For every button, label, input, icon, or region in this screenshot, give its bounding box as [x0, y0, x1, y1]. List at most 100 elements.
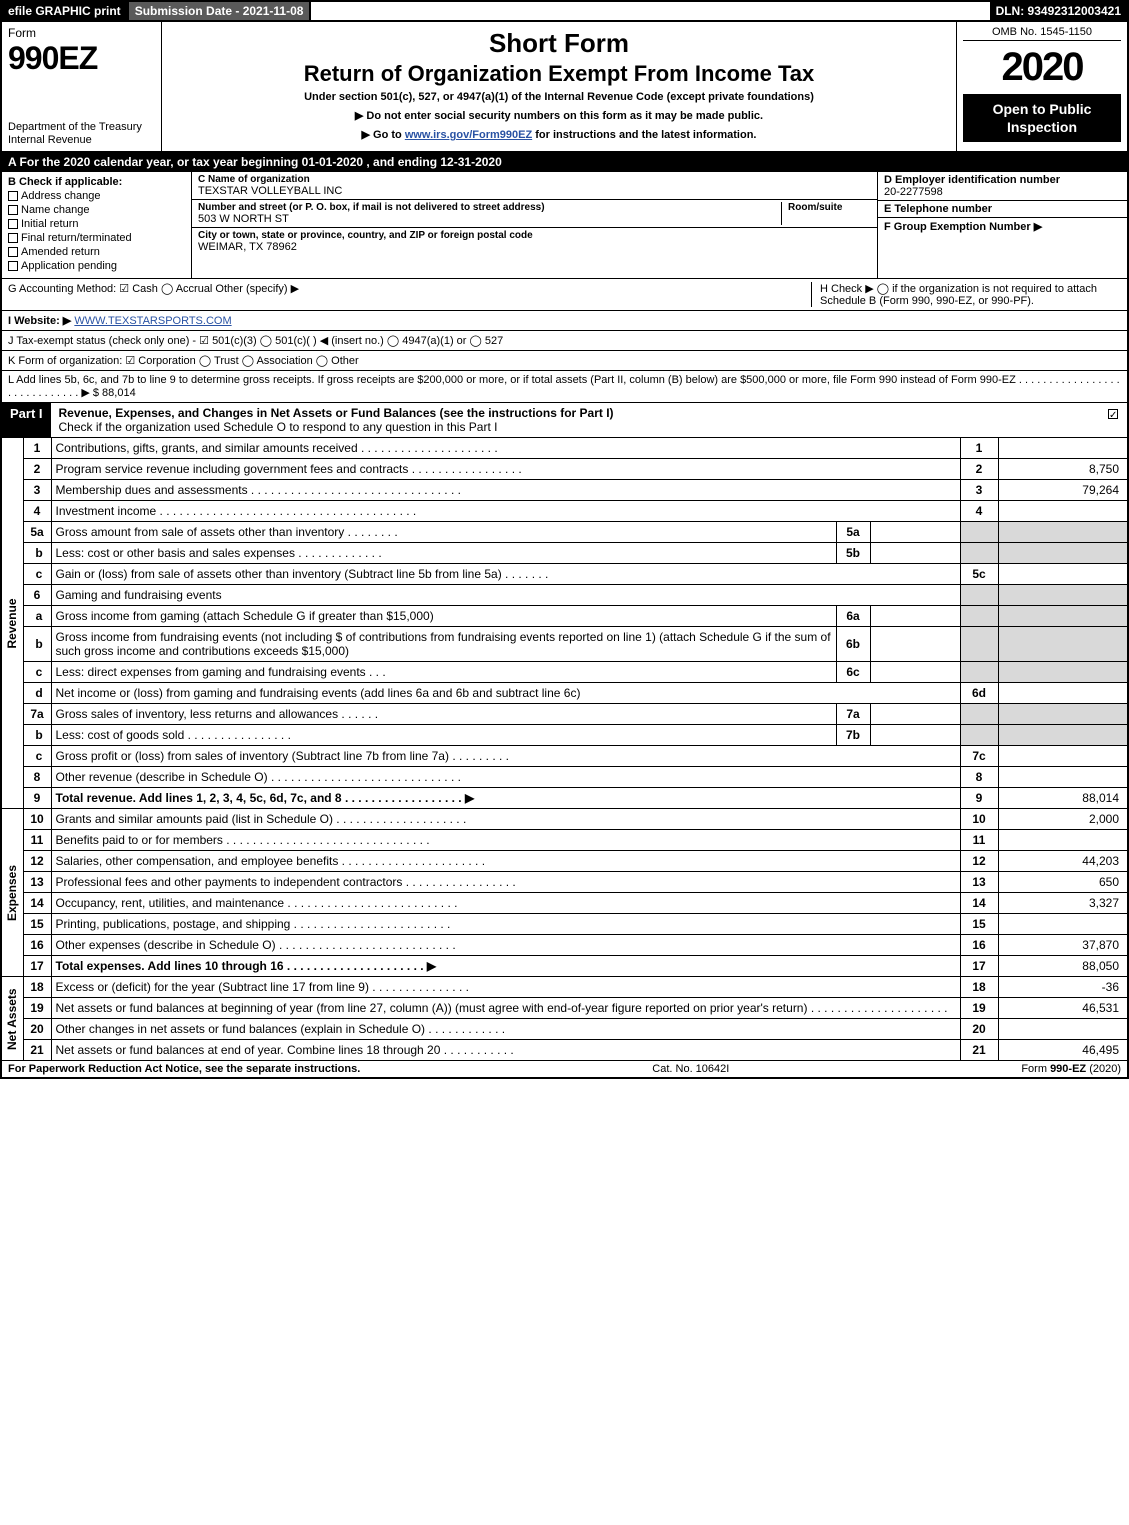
line-2-amt: 8,750 — [998, 459, 1128, 480]
line-5a: 5a Gross amount from sale of assets othe… — [1, 522, 1128, 543]
section-c: C Name of organization TEXSTAR VOLLEYBAL… — [192, 172, 877, 278]
line-11-amt — [998, 830, 1128, 851]
line-6c-desc: Less: direct expenses from gaming and fu… — [56, 665, 366, 679]
line-7a: 7a Gross sales of inventory, less return… — [1, 704, 1128, 725]
line-17-ref: 17 — [960, 956, 998, 977]
line-10-desc: Grants and similar amounts paid (list in… — [56, 812, 333, 826]
chk-initial-return-label: Initial return — [21, 218, 78, 230]
chk-final-return[interactable]: Final return/terminated — [8, 232, 185, 244]
chk-name-change[interactable]: Name change — [8, 204, 185, 216]
line-8-ref: 8 — [960, 767, 998, 788]
line-7c-ref: 7c — [960, 746, 998, 767]
line-16-desc: Other expenses (describe in Schedule O) — [56, 938, 276, 952]
line-6c-mini: 6c — [836, 662, 870, 683]
line-21-amt: 46,495 — [998, 1040, 1128, 1061]
chk-initial-return[interactable]: Initial return — [8, 218, 185, 230]
chk-address-change[interactable]: Address change — [8, 190, 185, 202]
chk-name-change-label: Name change — [21, 204, 90, 216]
line-6c: c Less: direct expenses from gaming and … — [1, 662, 1128, 683]
header-notice-ssn: ▶ Do not enter social security numbers o… — [168, 109, 950, 122]
form-header: Form 990EZ Department of the Treasury In… — [0, 22, 1129, 153]
line-1-amt — [998, 438, 1128, 459]
irs-link[interactable]: www.irs.gov/Form990EZ — [405, 129, 532, 141]
revenue-vertical-label: Revenue — [1, 438, 23, 809]
org-name-label: C Name of organization — [198, 174, 871, 185]
section-b: B Check if applicable: Address change Na… — [2, 172, 192, 278]
line-12: 12 Salaries, other compensation, and emp… — [1, 851, 1128, 872]
line-7a-mini: 7a — [836, 704, 870, 725]
line-5b-desc: Less: cost or other basis and sales expe… — [56, 546, 295, 560]
line-7c-desc: Gross profit or (loss) from sales of inv… — [56, 749, 449, 763]
line-20-desc: Other changes in net assets or fund bala… — [56, 1022, 426, 1036]
part1-lines-table: Revenue 1 Contributions, gifts, grants, … — [0, 438, 1129, 1061]
chk-application-pending[interactable]: Application pending — [8, 260, 185, 272]
line-3-ref: 3 — [960, 480, 998, 501]
line-7c-amt — [998, 746, 1128, 767]
line-11-ref: 11 — [960, 830, 998, 851]
chk-amended-return[interactable]: Amended return — [8, 246, 185, 258]
line-2: 2 Program service revenue including gove… — [1, 459, 1128, 480]
line-2-desc: Program service revenue including govern… — [56, 462, 409, 476]
short-form-title: Short Form — [168, 28, 950, 59]
line-14-desc: Occupancy, rent, utilities, and maintena… — [56, 896, 285, 910]
line-8-amt — [998, 767, 1128, 788]
line-1-desc: Contributions, gifts, grants, and simila… — [56, 441, 358, 455]
return-title: Return of Organization Exempt From Incom… — [168, 61, 950, 87]
line-2-ref: 2 — [960, 459, 998, 480]
footer-cat-no: Cat. No. 10642I — [652, 1063, 729, 1075]
line-7c: c Gross profit or (loss) from sales of i… — [1, 746, 1128, 767]
part1-header-row: Part I Revenue, Expenses, and Changes in… — [0, 403, 1129, 438]
line-3: 3 Membership dues and assessments . . . … — [1, 480, 1128, 501]
row-j-tax-exempt: J Tax-exempt status (check only one) - ☑… — [2, 331, 1127, 351]
header-right: OMB No. 1545-1150 2020 Open to Public In… — [957, 22, 1127, 151]
line-6a-mini: 6a — [836, 606, 870, 627]
line-6b-desc: Gross income from fundraising events (no… — [51, 627, 836, 662]
website-link[interactable]: WWW.TEXSTARSPORTS.COM — [74, 315, 231, 327]
row-l-gross-receipts: L Add lines 5b, 6c, and 7b to line 9 to … — [2, 371, 1127, 403]
line-11-desc: Benefits paid to or for members — [56, 833, 223, 847]
ein-label: D Employer identification number — [884, 174, 1121, 186]
omb-number: OMB No. 1545-1150 — [963, 26, 1121, 41]
footer-paperwork-notice: For Paperwork Reduction Act Notice, see … — [8, 1063, 360, 1075]
part1-schedule-o-check[interactable] — [1102, 403, 1127, 437]
line-9: 9 Total revenue. Add lines 1, 2, 3, 4, 5… — [1, 788, 1128, 809]
ein-value: 20-2277598 — [884, 186, 1121, 198]
line-7b: b Less: cost of goods sold . . . . . . .… — [1, 725, 1128, 746]
telephone-label: E Telephone number — [884, 203, 1121, 215]
section-def: D Employer identification number 20-2277… — [877, 172, 1127, 278]
group-exemption-label: F Group Exemption Number ▶ — [884, 220, 1121, 233]
open-to-public-inspection: Open to Public Inspection — [963, 94, 1121, 142]
line-15: 15 Printing, publications, postage, and … — [1, 914, 1128, 935]
line-3-desc: Membership dues and assessments — [56, 483, 248, 497]
line-1: Revenue 1 Contributions, gifts, grants, … — [1, 438, 1128, 459]
form-label: Form — [8, 26, 155, 40]
row-h-schedule-b: H Check ▶ ◯ if the organization is not r… — [811, 282, 1121, 307]
expenses-vertical-label: Expenses — [1, 809, 23, 977]
section-bcdef: B Check if applicable: Address change Na… — [0, 172, 1129, 279]
row-k-form-org: K Form of organization: ☑ Corporation ◯ … — [2, 351, 1127, 371]
line-5c-ref: 5c — [960, 564, 998, 585]
chk-final-return-label: Final return/terminated — [21, 232, 132, 244]
section-ghijkl: G Accounting Method: ☑ Cash ◯ Accrual Ot… — [0, 279, 1129, 403]
line-5a-desc: Gross amount from sale of assets other t… — [56, 525, 345, 539]
line-7b-mini: 7b — [836, 725, 870, 746]
line-14-amt: 3,327 — [998, 893, 1128, 914]
top-bar: efile GRAPHIC print Submission Date - 20… — [0, 0, 1129, 22]
line-9-amt: 88,014 — [998, 788, 1128, 809]
part1-label: Part I — [2, 403, 51, 437]
line-8: 8 Other revenue (describe in Schedule O)… — [1, 767, 1128, 788]
line-17: 17 Total expenses. Add lines 10 through … — [1, 956, 1128, 977]
line-4-ref: 4 — [960, 501, 998, 522]
line-10: Expenses 10 Grants and similar amounts p… — [1, 809, 1128, 830]
line-8-desc: Other revenue (describe in Schedule O) — [56, 770, 268, 784]
page-footer: For Paperwork Reduction Act Notice, see … — [0, 1061, 1129, 1079]
line-18-ref: 18 — [960, 977, 998, 998]
efile-print-label: efile GRAPHIC print — [2, 2, 129, 20]
line-21: 21 Net assets or fund balances at end of… — [1, 1040, 1128, 1061]
part1-title: Revenue, Expenses, and Changes in Net As… — [51, 403, 1102, 437]
line-14-ref: 14 — [960, 893, 998, 914]
line-7b-desc: Less: cost of goods sold — [56, 728, 185, 742]
submission-date: Submission Date - 2021-11-08 — [129, 2, 312, 20]
line-11: 11 Benefits paid to or for members . . .… — [1, 830, 1128, 851]
line-5a-mini: 5a — [836, 522, 870, 543]
